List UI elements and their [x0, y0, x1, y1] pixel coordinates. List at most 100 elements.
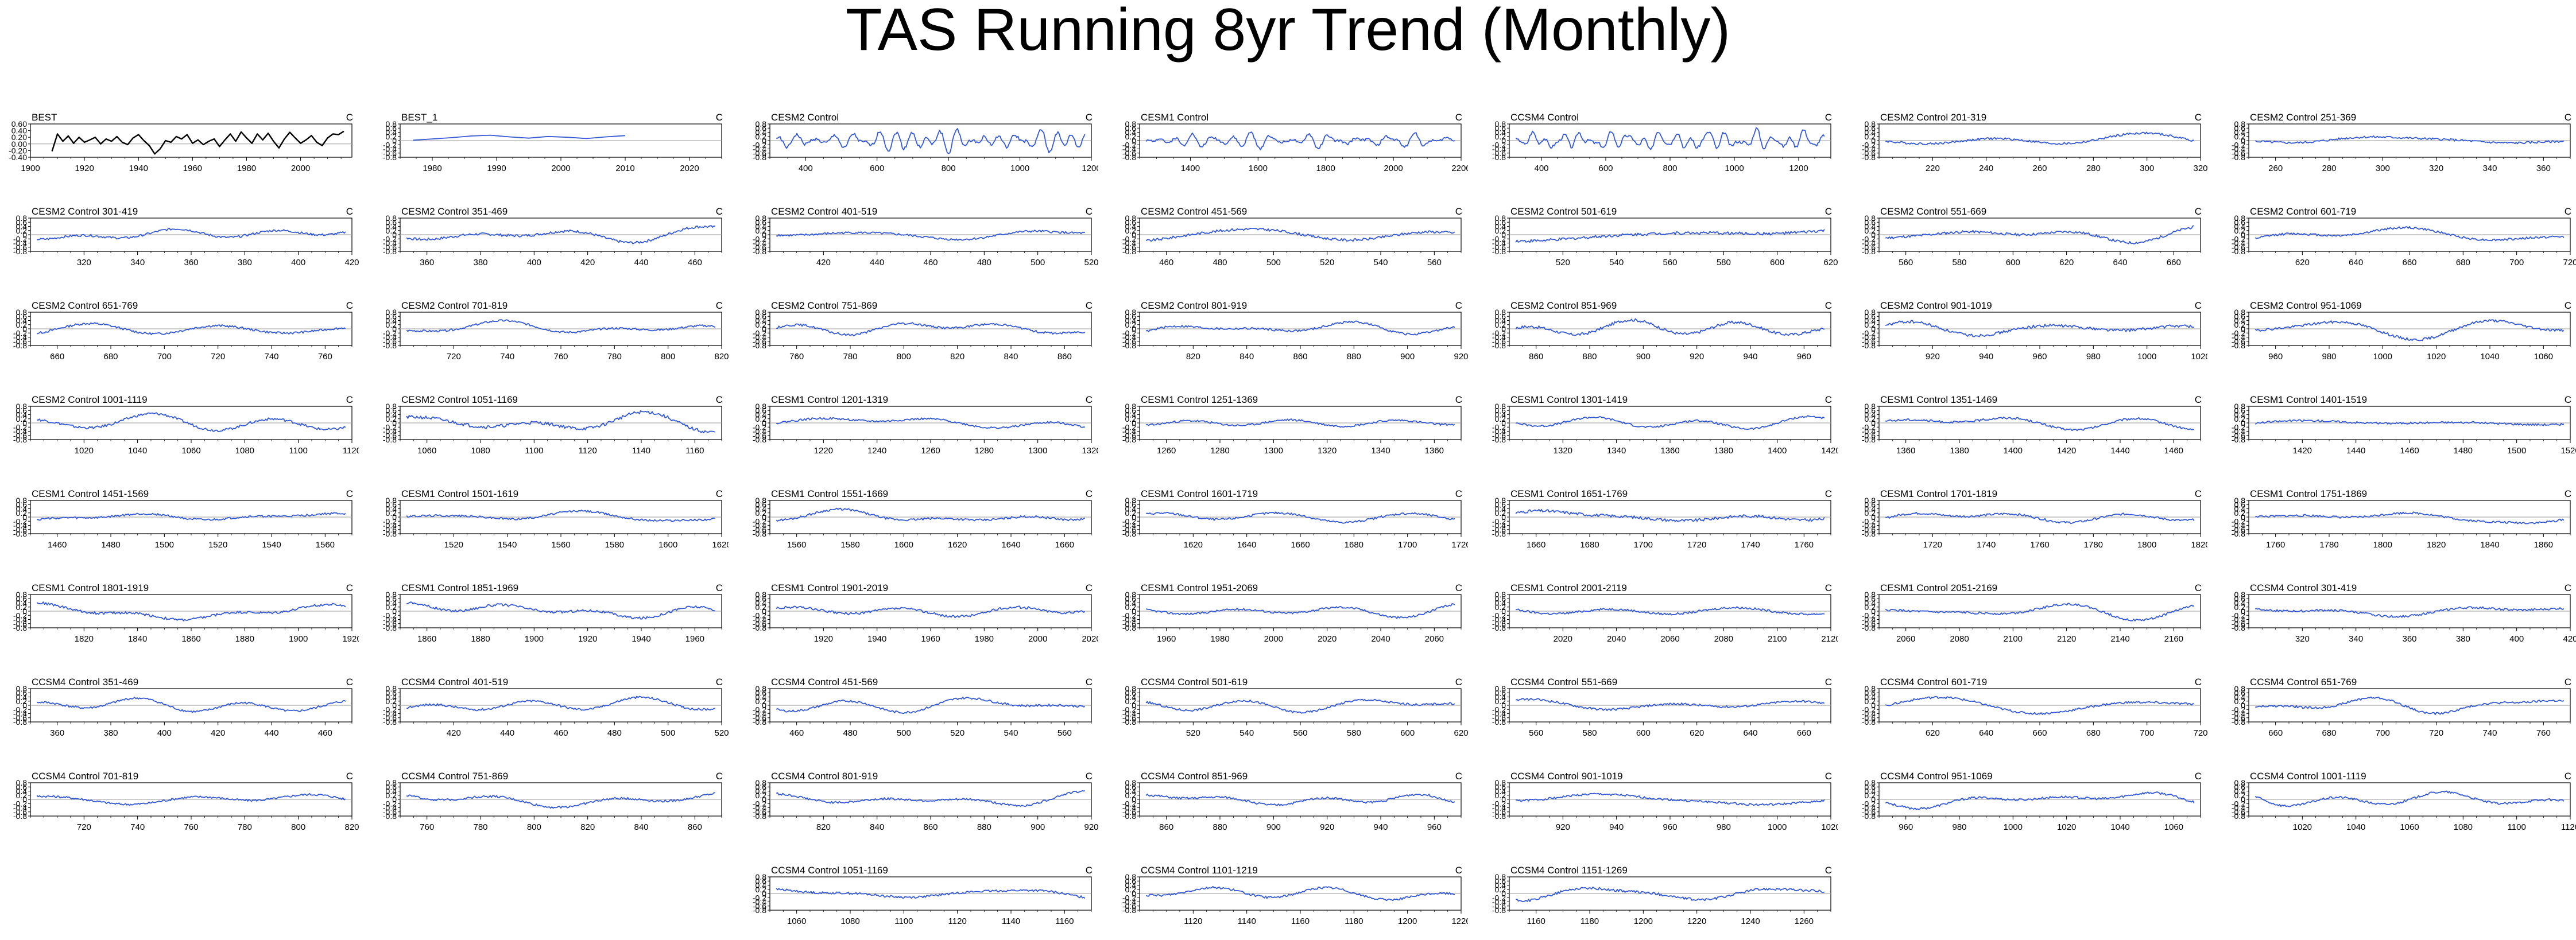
y-tick-label: -0.4 [2232, 427, 2245, 436]
x-tick-label: 680 [2322, 728, 2336, 738]
y-tick-label: 0.2 [2234, 603, 2246, 612]
y-tick-label: 0 [1132, 889, 1136, 898]
x-tick-label: 420 [211, 728, 225, 738]
y-tick-label: 0.8 [2234, 213, 2246, 223]
panel-38: CESM1 Control 1951-2069 C -0.8-0.6-0.4-0.2… [1122, 582, 1462, 644]
y-tick-label: 0.8 [2234, 684, 2246, 693]
y-tick-label: 0.6 [1125, 688, 1137, 697]
plot-frame [30, 123, 352, 158]
panel-18: CESM2 Control 851-969 C-0.8-0.6-0.4-0.200… [1492, 300, 1832, 362]
y-tick-label: 0.4 [386, 222, 397, 231]
x-tick-label: 1920 [814, 634, 833, 644]
x-tick-label: 420 [344, 258, 359, 267]
y-tick-label: -0.6 [1492, 807, 1506, 817]
x-tick-label: 780 [238, 822, 252, 832]
x-tick-label: 400 [291, 258, 305, 267]
panel-unit: C [716, 206, 723, 217]
x-tick-label: 280 [2322, 164, 2336, 173]
y-tick-label: 0.8 [756, 402, 767, 411]
y-tick-label: 0.8 [386, 119, 397, 129]
y-tick-label: 0.00 [11, 139, 27, 149]
x-tick-label: 1860 [2534, 540, 2553, 550]
y-tick-label: 0.8 [16, 496, 28, 505]
x-tick-label: 2080 [1714, 634, 1733, 644]
panel-35: CESM1 Control 1801-1919 C -0.8-0.6-0.4-0.2… [13, 582, 359, 644]
x-tick-label: 240 [1979, 164, 1993, 173]
y-tick-label: -0.4 [753, 709, 766, 718]
series-line [1885, 131, 2194, 146]
y-tick-label: 0.2 [756, 697, 767, 706]
y-tick-label: 0.8 [756, 684, 767, 693]
panel-unit: C [2195, 300, 2202, 311]
x-tick-label: 1940 [867, 634, 886, 644]
y-tick-label: 0.8 [756, 213, 767, 223]
x-tick-label: 400 [527, 258, 541, 267]
series-line [406, 696, 715, 712]
y-tick-label: 0.6 [1865, 688, 1876, 697]
y-tick-label: -0.6 [383, 431, 397, 440]
y-tick-label: 0.8 [386, 778, 397, 787]
y-tick-label: -0.6 [1122, 431, 1136, 440]
y-tick-label: 0 [1132, 701, 1136, 710]
x-tick-label: 280 [2086, 164, 2101, 173]
x-tick-label: 320 [2429, 164, 2443, 173]
x-tick-label: 1240 [1741, 916, 1760, 926]
y-tick-label: -0.8 [383, 341, 397, 350]
y-tick-label: -0.8 [1122, 623, 1136, 632]
series-line [776, 790, 1086, 807]
x-tick-label: 1000 [2137, 352, 2156, 362]
x-tick-label: 1920 [75, 164, 94, 173]
y-tick-label: 0 [762, 136, 766, 145]
y-tick-label: 0.8 [16, 684, 28, 693]
x-tick-label: 260 [2268, 164, 2283, 173]
y-tick-label: 0.8 [1125, 872, 1137, 881]
x-tick-label: 560 [1663, 258, 1677, 267]
y-tick-label: 0.8 [2234, 778, 2246, 787]
y-tick-label: 0.2 [2234, 226, 2246, 235]
series-line [2255, 511, 2565, 525]
x-tick-label: 1000 [2004, 822, 2023, 832]
y-tick-label: -0.4 [1492, 145, 1506, 154]
panel-5: CESM2 Control 201-319 C-0.8-0.6-0.4-0.200… [1862, 112, 2207, 173]
y-tick-label: 0.6 [1865, 594, 1876, 603]
x-tick-label: 1600 [1249, 164, 1268, 173]
y-tick-label: -0.2 [13, 328, 27, 337]
y-tick-label: 0.2 [16, 791, 28, 800]
panel-title: CESM1 Control 1351-1469 [1880, 394, 1997, 405]
x-tick-label: 520 [1556, 258, 1570, 267]
y-tick-label: -0.2 [2232, 516, 2245, 526]
x-tick-label: 1120 [1184, 916, 1202, 926]
y-tick-label: -0.8 [1862, 435, 1876, 444]
panel-title: CCSM4 Control 1151-1269 [1510, 865, 1628, 876]
y-tick-label: 0 [392, 230, 397, 239]
y-tick-label: 0.8 [1125, 590, 1137, 599]
panel-7: CESM2 Control 301-419 C-0.8-0.6-0.4-0.200… [13, 206, 359, 267]
y-tick-label: 0.4 [1125, 881, 1137, 890]
x-tick-label: 1560 [551, 540, 570, 550]
x-tick-label: 400 [2509, 634, 2524, 644]
x-tick-label: 600 [1400, 728, 1415, 738]
y-tick-label: -0.8 [1122, 811, 1136, 821]
x-tick-label: 760 [553, 352, 568, 362]
x-tick-label: 540 [1004, 728, 1018, 738]
y-tick-label: -0.6 [1862, 149, 1876, 158]
x-tick-label: 1020 [2427, 352, 2446, 362]
y-tick-label: -0.6 [753, 431, 766, 440]
panel-title: CESM1 Control 1301-1419 [1510, 394, 1628, 405]
y-tick-label: 0.4 [2234, 504, 2246, 514]
x-tick-label: 500 [897, 728, 911, 738]
y-tick-label: -0.8 [383, 717, 397, 727]
x-tick-label: 720 [2429, 728, 2443, 738]
x-tick-label: 2000 [1384, 164, 1403, 173]
panel-unit: C [716, 112, 723, 123]
y-tick-label: -0.4 [1862, 709, 1876, 718]
y-tick-label: -0.6 [1862, 431, 1876, 440]
y-tick-label: -0.8 [1122, 153, 1136, 162]
y-tick-label: -0.2 [13, 799, 27, 808]
panel-unit: C [1086, 394, 1093, 405]
x-tick-label: 460 [923, 258, 938, 267]
x-tick-label: 400 [1534, 164, 1548, 173]
y-tick-label: -0.8 [1492, 341, 1506, 350]
x-tick-label: 1280 [975, 446, 994, 456]
series-line [1885, 416, 2194, 432]
